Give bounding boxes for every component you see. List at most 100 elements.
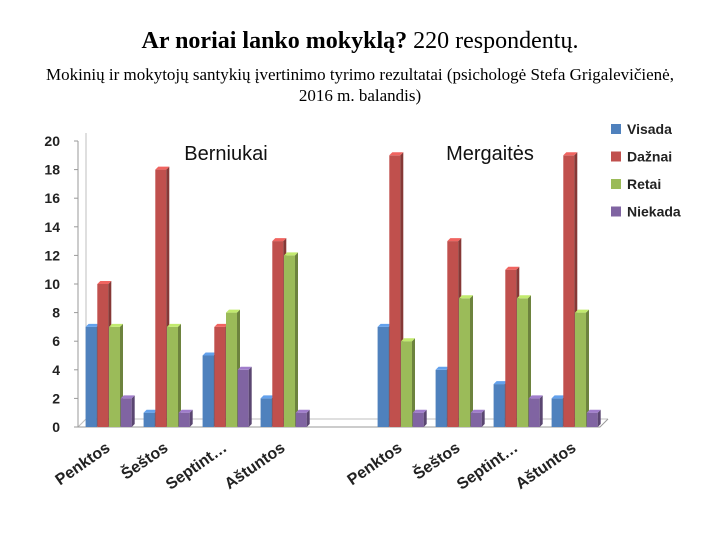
bar [586, 409, 601, 427]
x-category-label: Aštuntos [513, 439, 580, 493]
bar-top [389, 152, 404, 156]
bar-top [260, 395, 275, 399]
bar-top [120, 395, 135, 399]
bar [412, 409, 427, 427]
x-category-label: Šeštos [409, 438, 463, 484]
bar [517, 295, 531, 427]
bar-front [167, 326, 178, 427]
y-tick-label: 20 [44, 133, 60, 149]
bar-front [155, 169, 167, 427]
bar-side [295, 252, 298, 427]
bar-front [377, 326, 389, 427]
bar-side [597, 409, 601, 427]
bar [284, 252, 298, 427]
bar [237, 366, 252, 427]
bar [295, 409, 310, 427]
bar-front [575, 312, 586, 427]
bar-top [493, 381, 508, 385]
bar-side [178, 323, 181, 427]
group-label: Berniukai [184, 143, 267, 165]
bar-front [459, 298, 470, 427]
bar-top [505, 266, 520, 270]
bar-side [539, 395, 543, 427]
bar-front [389, 155, 401, 428]
chart-title-main: Ar noriai lanko mokyklą? [141, 28, 408, 54]
y-tick-label: 4 [52, 362, 60, 378]
bar-top [178, 409, 193, 413]
bar-front [143, 412, 155, 427]
bar-front [551, 398, 563, 427]
bar-front [97, 284, 109, 427]
bar-side [248, 366, 252, 427]
bar-side [131, 395, 135, 427]
legend-swatch [611, 179, 621, 189]
x-category-label: Penktos [53, 439, 114, 489]
bar-front [260, 398, 272, 427]
y-tick-label: 6 [52, 333, 60, 349]
bar-front [109, 326, 120, 427]
bar [178, 409, 193, 427]
bar-front [586, 412, 598, 427]
bar-front [284, 255, 295, 427]
bar-top [459, 295, 473, 299]
bar-front [295, 412, 307, 427]
bar-front [435, 369, 447, 427]
bar-front [85, 326, 97, 427]
bar-top [575, 309, 589, 313]
bar-top [167, 323, 181, 327]
legend-swatch [611, 206, 621, 217]
bar-top [563, 152, 578, 156]
bar-top [551, 395, 566, 399]
x-category-label: Septint… [163, 439, 230, 493]
bar-front [447, 241, 459, 427]
y-tick-label: 8 [52, 305, 60, 321]
bar-top [272, 238, 287, 242]
bar-top [155, 166, 170, 170]
bar-top [435, 366, 450, 370]
plot-floor [78, 418, 609, 428]
bar-side [306, 409, 310, 427]
bar-side [412, 338, 415, 427]
y-tick-label: 10 [44, 276, 60, 292]
bar-front [412, 412, 424, 427]
bar-side [481, 409, 485, 427]
legend-label: Dažnai [627, 149, 672, 165]
bar-front [563, 155, 575, 428]
bar-front [493, 384, 505, 427]
bar-top [401, 338, 415, 342]
x-category-label: Šeštos [117, 438, 171, 484]
legend-swatch [611, 124, 621, 134]
bar-top [517, 295, 531, 299]
bar-side [423, 409, 427, 427]
bar-front [178, 412, 190, 427]
bar-top [109, 323, 123, 327]
bar-front [272, 241, 284, 427]
bar [575, 309, 589, 427]
bar-top [586, 409, 601, 413]
bar-front [470, 412, 482, 427]
bar [470, 409, 485, 427]
bar [167, 323, 181, 427]
y-tick-label: 0 [52, 419, 60, 435]
bar-top [284, 252, 298, 256]
bar-side [189, 409, 193, 427]
bar-top [295, 409, 310, 413]
chart-subtitle: Mokinių ir mokytojų santykių įvertinimo … [46, 65, 674, 105]
bar-front [226, 312, 237, 427]
bar-top [377, 323, 392, 327]
bar-front [505, 269, 517, 427]
bar-top [97, 281, 112, 284]
bar-front [202, 355, 214, 427]
x-category-label: Aštuntos [222, 439, 289, 493]
chart-title-rest: 220 respondentų. [407, 28, 579, 54]
y-tick-label: 16 [44, 190, 60, 206]
bar-top [85, 323, 100, 327]
y-tick-label: 12 [44, 247, 60, 263]
bar-top [528, 395, 543, 399]
bar-front [237, 369, 249, 427]
bar-top [470, 409, 485, 413]
bar [528, 395, 543, 427]
bar-top [447, 238, 462, 242]
legend-label: Visada [627, 121, 672, 137]
bar-top [143, 409, 158, 413]
